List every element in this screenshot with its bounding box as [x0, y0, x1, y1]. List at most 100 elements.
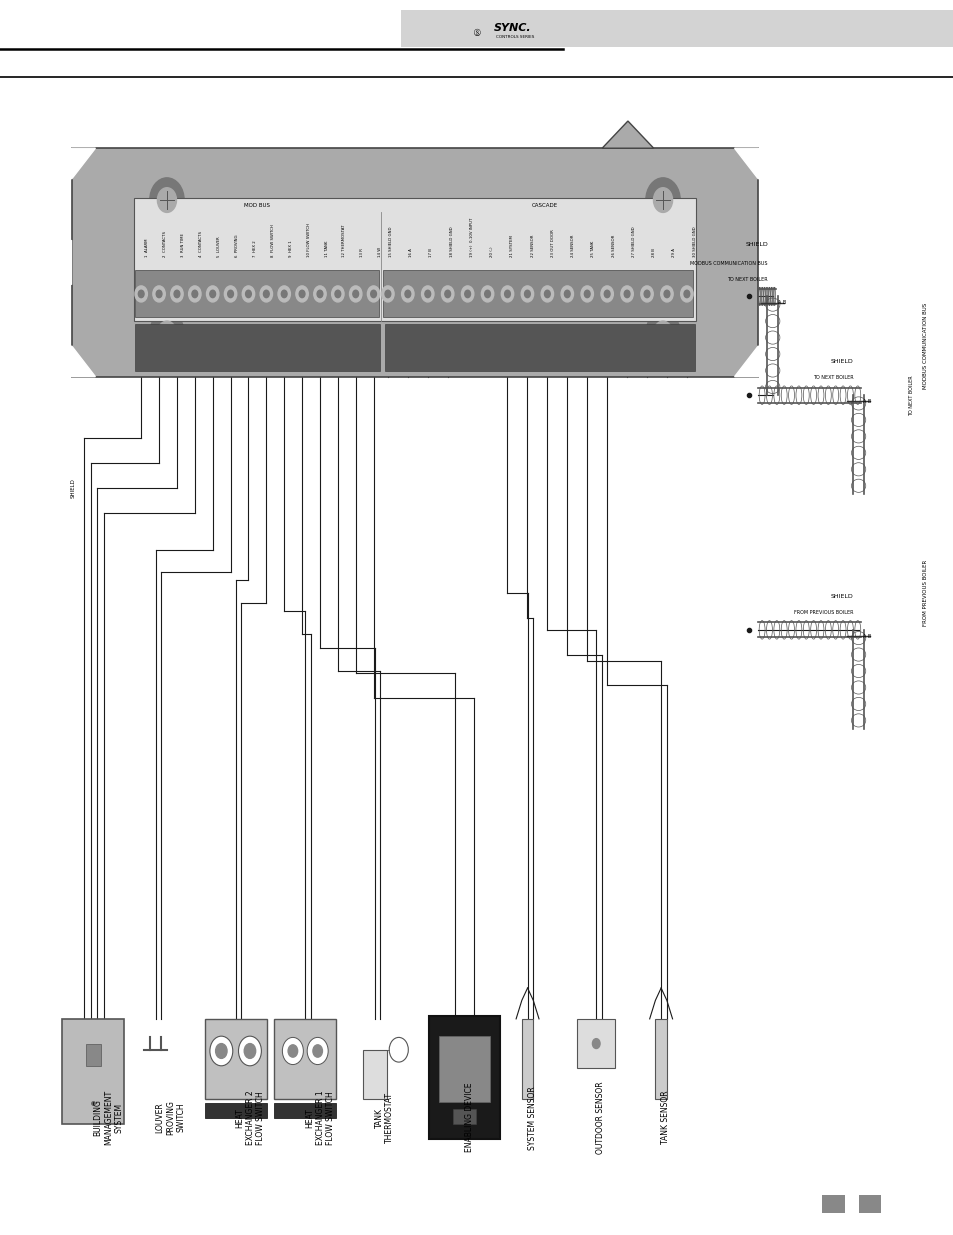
- Circle shape: [335, 290, 340, 298]
- Text: FROM PREVIOUS BOILER: FROM PREVIOUS BOILER: [922, 559, 927, 626]
- Text: SYNC.: SYNC.: [494, 23, 531, 33]
- Text: SHIELD: SHIELD: [830, 359, 853, 364]
- Text: 15 SHIELD GND: 15 SHIELD GND: [389, 226, 393, 257]
- Text: 18 SHIELD GND: 18 SHIELD GND: [449, 226, 453, 257]
- FancyBboxPatch shape: [400, 10, 953, 47]
- Text: $\circledS$: $\circledS$: [472, 26, 481, 38]
- Text: 13 R: 13 R: [360, 248, 364, 257]
- Polygon shape: [601, 121, 653, 148]
- FancyBboxPatch shape: [133, 198, 696, 321]
- Text: 22 SENSOR: 22 SENSOR: [530, 235, 534, 257]
- Circle shape: [238, 1036, 261, 1066]
- Text: CONTROLS SERIES: CONTROLS SERIES: [496, 35, 534, 40]
- Text: 11 TANK: 11 TANK: [324, 241, 328, 257]
- Circle shape: [210, 1036, 233, 1066]
- Text: 1  ALARM: 1 ALARM: [145, 238, 149, 257]
- Circle shape: [150, 178, 184, 222]
- Text: HEAT
EXCHANGER 1
FLOW SWITCH: HEAT EXCHANGER 1 FLOW SWITCH: [305, 1091, 335, 1145]
- Circle shape: [135, 285, 148, 303]
- Text: 8  FLOW SWITCH: 8 FLOW SWITCH: [271, 224, 274, 257]
- Circle shape: [381, 285, 394, 303]
- Circle shape: [156, 290, 162, 298]
- Circle shape: [481, 285, 494, 303]
- Circle shape: [520, 285, 533, 303]
- Circle shape: [171, 285, 183, 303]
- FancyBboxPatch shape: [821, 1195, 844, 1213]
- Text: 25 TANK: 25 TANK: [591, 241, 595, 257]
- Circle shape: [157, 321, 176, 346]
- Polygon shape: [734, 346, 758, 377]
- Circle shape: [367, 285, 379, 303]
- Text: 6  PROVING: 6 PROVING: [234, 235, 238, 257]
- Text: OUTDOOR SENSOR: OUTDOOR SENSOR: [596, 1082, 604, 1153]
- Circle shape: [192, 290, 197, 298]
- Circle shape: [215, 1044, 227, 1058]
- Circle shape: [424, 290, 430, 298]
- Text: TANK SENSOR: TANK SENSOR: [660, 1091, 669, 1145]
- FancyBboxPatch shape: [134, 324, 380, 370]
- Circle shape: [663, 290, 669, 298]
- Text: CASCADE: CASCADE: [531, 204, 557, 209]
- Text: 9  HEX 1: 9 HEX 1: [289, 240, 293, 257]
- Circle shape: [260, 285, 273, 303]
- Circle shape: [421, 285, 434, 303]
- Text: 24 SENSOR: 24 SENSOR: [571, 235, 575, 257]
- Polygon shape: [734, 148, 758, 179]
- Text: BUILDING
MANAGEMENT
SYSTEM: BUILDING MANAGEMENT SYSTEM: [93, 1091, 123, 1145]
- Circle shape: [603, 290, 609, 298]
- Text: 2  CONTACTS: 2 CONTACTS: [163, 231, 167, 257]
- Circle shape: [683, 290, 689, 298]
- Text: 23 OUT DOOR: 23 OUT DOOR: [550, 230, 555, 257]
- Text: 17 B: 17 B: [429, 248, 433, 257]
- Circle shape: [385, 290, 391, 298]
- Text: 26 SENSOR: 26 SENSOR: [611, 235, 615, 257]
- Circle shape: [138, 290, 144, 298]
- Circle shape: [461, 285, 474, 303]
- Circle shape: [564, 290, 570, 298]
- Circle shape: [484, 290, 490, 298]
- Circle shape: [332, 285, 344, 303]
- Circle shape: [404, 290, 410, 298]
- Circle shape: [623, 290, 629, 298]
- Text: LOUVER
PROVING
SWITCH: LOUVER PROVING SWITCH: [155, 1100, 185, 1135]
- Circle shape: [504, 290, 510, 298]
- FancyBboxPatch shape: [274, 1103, 335, 1118]
- FancyBboxPatch shape: [86, 1044, 101, 1066]
- Circle shape: [281, 290, 287, 298]
- Circle shape: [679, 285, 692, 303]
- Circle shape: [371, 290, 376, 298]
- Circle shape: [444, 290, 450, 298]
- Text: A B: A B: [862, 634, 871, 638]
- Text: MOD BUS: MOD BUS: [244, 204, 270, 209]
- Text: 29 A: 29 A: [672, 248, 676, 257]
- Circle shape: [307, 1037, 328, 1065]
- FancyBboxPatch shape: [71, 148, 758, 377]
- Text: 16 A: 16 A: [409, 248, 413, 257]
- Circle shape: [620, 285, 633, 303]
- Circle shape: [316, 290, 322, 298]
- FancyBboxPatch shape: [204, 1019, 266, 1099]
- Circle shape: [150, 311, 184, 356]
- Text: 10 FLOW SWITCH: 10 FLOW SWITCH: [306, 222, 311, 257]
- Text: A B: A B: [862, 399, 871, 404]
- FancyBboxPatch shape: [204, 1103, 266, 1118]
- Circle shape: [189, 285, 201, 303]
- Text: MODBUS COMMUNICATION BUS: MODBUS COMMUNICATION BUS: [922, 303, 927, 389]
- Circle shape: [152, 285, 165, 303]
- Circle shape: [500, 285, 513, 303]
- Circle shape: [580, 285, 593, 303]
- Circle shape: [441, 285, 454, 303]
- Circle shape: [313, 1045, 322, 1057]
- FancyBboxPatch shape: [453, 1109, 476, 1124]
- Text: ENABLING DEVICE: ENABLING DEVICE: [464, 1083, 473, 1152]
- FancyBboxPatch shape: [383, 270, 692, 317]
- Circle shape: [224, 285, 236, 303]
- Circle shape: [643, 290, 649, 298]
- Text: 4  CONTACTS: 4 CONTACTS: [198, 231, 203, 257]
- Circle shape: [349, 285, 361, 303]
- Text: SHIELD: SHIELD: [71, 478, 76, 498]
- Circle shape: [263, 290, 269, 298]
- FancyBboxPatch shape: [858, 1195, 881, 1213]
- FancyBboxPatch shape: [135, 270, 379, 317]
- Text: HEAT
EXCHANGER 2
FLOW SWITCH: HEAT EXCHANGER 2 FLOW SWITCH: [235, 1091, 265, 1145]
